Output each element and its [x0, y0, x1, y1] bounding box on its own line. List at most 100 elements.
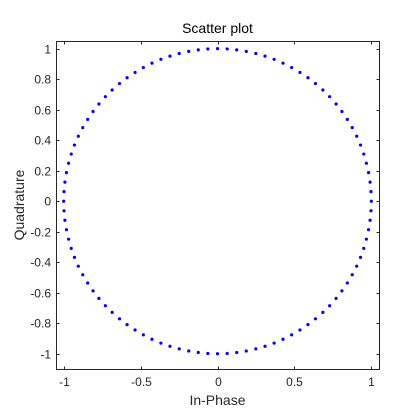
data-point: [62, 189, 66, 194]
data-point: [206, 351, 210, 356]
data-point: [81, 273, 85, 277]
data-point: [313, 317, 318, 321]
data-point: [225, 47, 229, 51]
y-tick-label: -0.4: [30, 256, 51, 270]
chart-title: Scatter plot: [182, 20, 253, 36]
data-point: [281, 61, 285, 65]
data-point: [369, 209, 373, 213]
x-tick-label: 0.5: [286, 375, 303, 389]
data-point: [313, 81, 318, 86]
data-point: [168, 344, 172, 348]
data-point: [63, 218, 67, 222]
data-point: [141, 333, 145, 337]
plot-area: [56, 41, 379, 369]
data-point: [340, 109, 344, 114]
data-point: [72, 143, 77, 147]
data-point: [254, 347, 258, 351]
y-tick-label: 0.2: [34, 165, 51, 179]
data-point: [187, 349, 191, 353]
x-tick-label: -1: [59, 375, 70, 389]
y-tick-label: -1: [40, 348, 51, 362]
data-point: [72, 255, 77, 259]
data-point: [215, 47, 220, 51]
data-points: [62, 47, 373, 356]
data-point: [263, 344, 267, 348]
data-point: [125, 323, 129, 327]
data-point: [366, 171, 371, 175]
data-point: [281, 337, 285, 341]
data-point: [298, 70, 302, 75]
data-point: [225, 351, 229, 356]
data-point: [350, 273, 354, 277]
data-point: [81, 126, 85, 130]
data-point: [67, 237, 71, 241]
data-point: [159, 341, 163, 345]
data-point: [272, 341, 276, 345]
y-tick-label: -0.6: [30, 287, 51, 301]
data-point: [69, 246, 73, 250]
data-point: [215, 352, 220, 356]
data-point: [133, 70, 137, 75]
data-point: [306, 76, 310, 80]
data-point: [177, 347, 181, 351]
data-point: [369, 199, 373, 203]
data-point: [290, 333, 294, 337]
data-point: [91, 289, 95, 293]
data-point: [244, 49, 248, 53]
data-point: [97, 296, 101, 300]
data-point: [86, 117, 90, 122]
data-point: [362, 246, 366, 250]
data-point: [364, 237, 368, 241]
data-point: [328, 304, 332, 308]
data-point: [369, 189, 373, 194]
data-point: [355, 264, 359, 268]
data-point: [368, 218, 372, 222]
y-tick-label: 0.4: [34, 134, 51, 148]
data-point: [235, 48, 239, 52]
data-point: [235, 350, 239, 355]
data-point: [110, 88, 114, 92]
y-tick-label: -0.8: [30, 317, 51, 331]
data-point: [62, 199, 66, 203]
data-point: [76, 134, 80, 138]
data-point: [334, 102, 338, 106]
data-point: [355, 134, 359, 138]
data-point: [206, 47, 210, 51]
y-tick-label: 1: [44, 43, 51, 57]
data-point: [64, 171, 69, 175]
data-point: [150, 337, 154, 341]
data-point: [321, 310, 325, 314]
y-tick-label: -0.2: [30, 226, 51, 240]
data-point: [358, 143, 363, 147]
data-point: [110, 310, 114, 314]
data-point: [117, 81, 122, 86]
y-axis-ticks: -1 -0.8 -0.6 -0.4 -0.2 0 0.2 0.4 0.6 0.8 1: [30, 43, 380, 362]
data-point: [358, 255, 363, 259]
y-axis-title: Quadrature: [11, 169, 27, 240]
x-tick-label: 1: [368, 375, 375, 389]
data-point: [196, 48, 200, 52]
data-point: [350, 126, 354, 130]
data-point: [91, 109, 95, 114]
x-tick-label: 0: [215, 375, 222, 389]
data-point: [62, 209, 66, 213]
data-point: [362, 152, 366, 156]
data-point: [168, 54, 172, 58]
data-point: [76, 264, 80, 268]
data-point: [150, 61, 154, 65]
data-point: [64, 228, 69, 232]
data-point: [103, 304, 107, 308]
data-point: [263, 54, 267, 58]
data-point: [366, 228, 371, 232]
data-point: [69, 152, 73, 156]
y-tick-label: 0.8: [34, 73, 51, 87]
data-point: [103, 95, 107, 99]
y-tick-label: 0: [44, 195, 51, 209]
data-point: [97, 102, 101, 106]
data-point: [63, 180, 67, 184]
data-point: [86, 281, 90, 285]
data-point: [272, 57, 276, 61]
data-point: [117, 317, 122, 321]
data-point: [133, 328, 137, 332]
